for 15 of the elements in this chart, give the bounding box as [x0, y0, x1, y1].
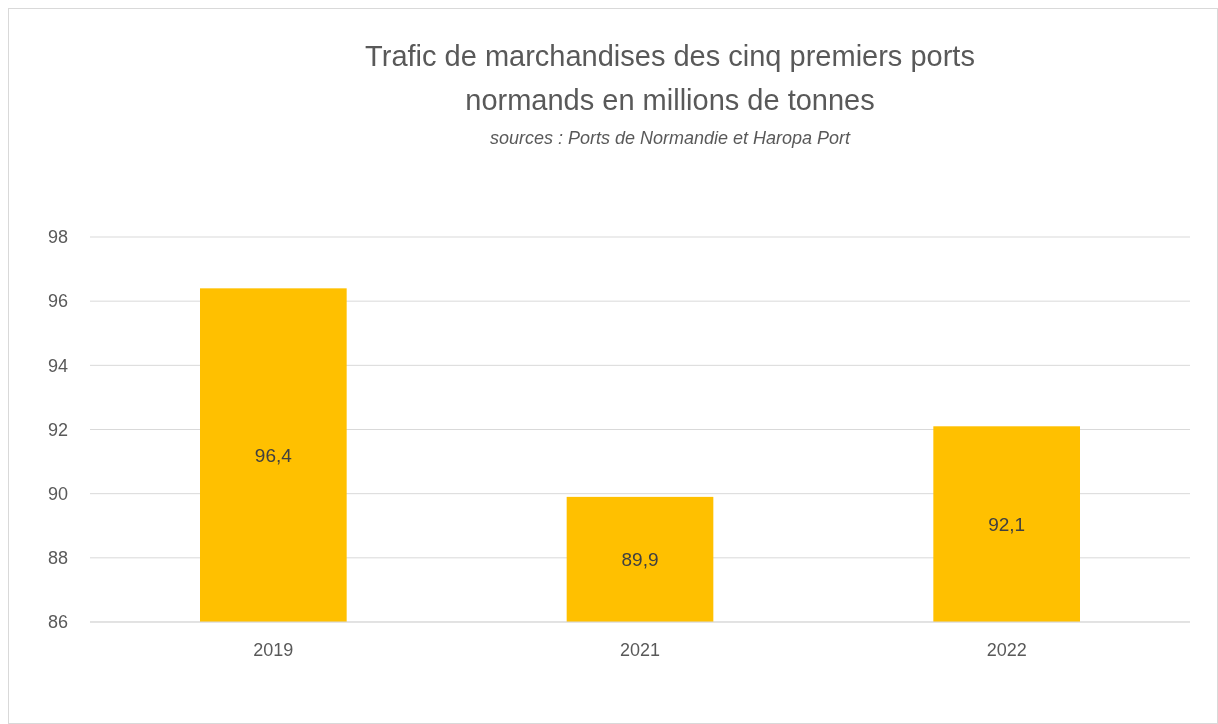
x-tick-label: 2019: [253, 640, 294, 660]
y-tick-label: 86: [47, 612, 68, 633]
data-label: 96,4: [254, 444, 293, 466]
data-label: 92,1: [988, 513, 1026, 535]
y-tick-label: 92: [47, 419, 68, 440]
y-tick-label: 96: [47, 291, 68, 312]
y-tick-label: 98: [47, 227, 68, 248]
x-tick-label: 2021: [619, 640, 661, 660]
chart-title: Trafic de marchandises des cinq premiers ports normands en millions de tonnes: [365, 40, 975, 116]
y-tick-label: 88: [47, 548, 68, 569]
x-tick-label: 2022: [986, 640, 1027, 660]
data-label: 89,9: [621, 549, 659, 571]
chart-subtitle: sources : Ports de Normandie et Haropa Port: [489, 128, 852, 148]
y-tick-label: 90: [47, 483, 68, 504]
y-tick-label: 94: [47, 355, 68, 376]
